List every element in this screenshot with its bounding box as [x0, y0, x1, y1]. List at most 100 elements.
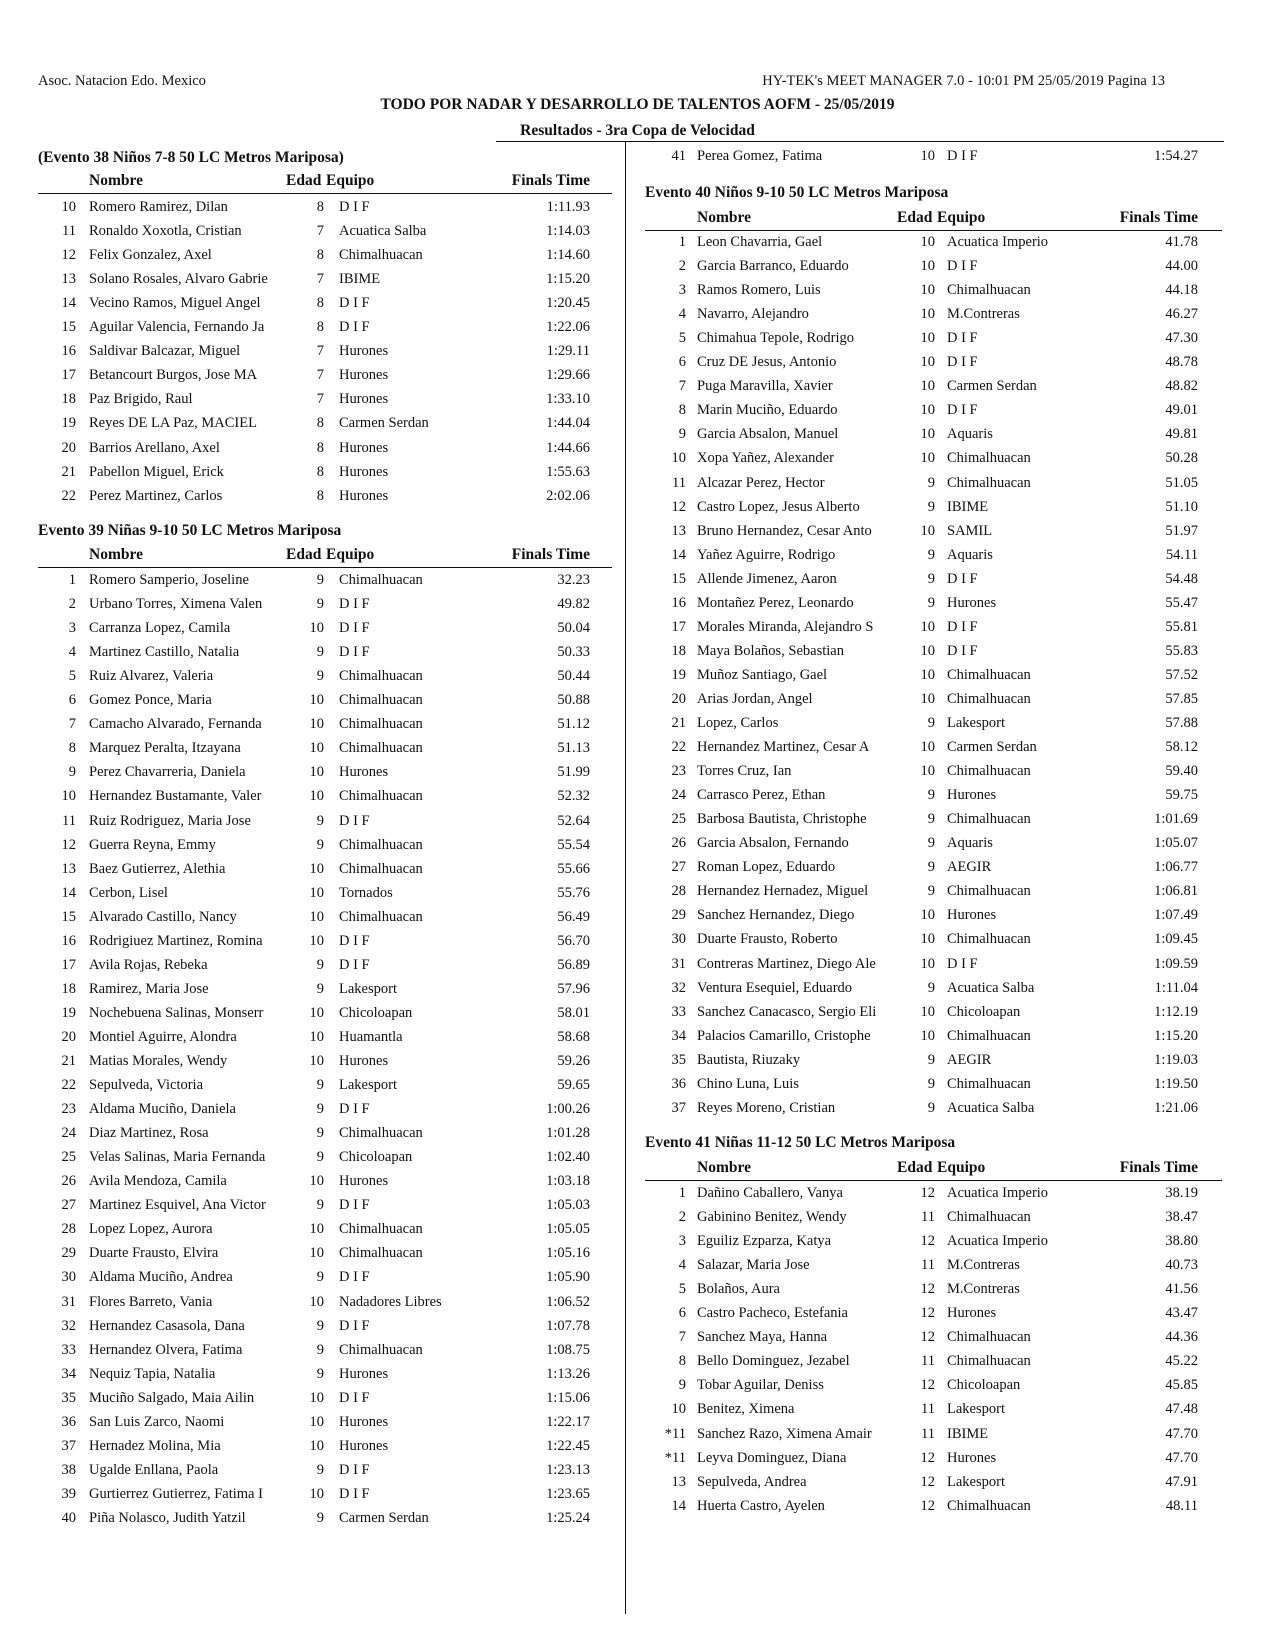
age: 10 — [309, 1389, 325, 1406]
swimmer-name: Maya Bolaños, Sebastian — [697, 642, 844, 659]
age: 12 — [920, 1305, 936, 1322]
place: 23 — [671, 763, 687, 780]
team: Chimalhuacan — [947, 931, 1031, 948]
age: 9 — [927, 979, 935, 996]
age: 10 — [920, 642, 936, 659]
time: 59.40 — [1165, 763, 1198, 780]
col-time: Finals Time — [1119, 209, 1198, 226]
age: 10 — [309, 932, 325, 949]
time: 1:54.27 — [1154, 148, 1198, 164]
place: 17 — [61, 367, 77, 384]
time: 1:11.93 — [546, 199, 590, 215]
swimmer-name: Dañino Caballero, Vanya — [697, 1185, 843, 1201]
place: 8 — [68, 740, 76, 757]
time: 47.70 — [1165, 1425, 1198, 1442]
swimmer-name: Flores Barreto, Vania — [89, 1293, 213, 1310]
team: Carmen Serdan — [947, 378, 1037, 395]
event-title: Evento 41 Niñas 11-12 50 LC Metros Marip… — [645, 1134, 956, 1151]
time: 59.75 — [1165, 787, 1198, 804]
swimmer-name: Montañez Perez, Leonardo — [697, 594, 854, 611]
team: Acuatica Imperio — [947, 1185, 1049, 1201]
place: 36 — [671, 1075, 687, 1092]
team: Lakesport — [339, 1077, 397, 1094]
team: Chimalhuacan — [339, 668, 423, 685]
time: 1:11.04 — [1154, 979, 1198, 996]
time: 51.10 — [1165, 498, 1198, 515]
place: 9 — [678, 426, 686, 443]
age: 10 — [920, 763, 936, 780]
team: Hurones — [339, 1437, 389, 1454]
age: 10 — [309, 1173, 325, 1190]
team: Hurones — [947, 1449, 997, 1466]
swimmer-name: Baez Gutierrez, Alethia — [89, 860, 226, 877]
swimmer-name: Pabellon Miguel, Erick — [89, 463, 224, 480]
swimmer-name: Garcia Barranco, Eduardo — [697, 258, 849, 275]
place: 38 — [61, 1461, 77, 1478]
team: Chicoloapan — [339, 1004, 413, 1021]
age: 12 — [920, 1497, 936, 1514]
place: 5 — [68, 668, 76, 685]
team: Lakesport — [947, 1401, 1005, 1418]
place: *11 — [664, 1449, 686, 1466]
swimmer-name: Castro Lopez, Jesus Alberto — [697, 498, 860, 515]
swimmer-name: Torres Cruz, Ian — [697, 763, 792, 780]
time: 58.68 — [557, 1028, 590, 1045]
swimmer-name: Xopa Yañez, Alexander — [697, 450, 834, 467]
age: 10 — [920, 426, 936, 443]
team: D I F — [339, 295, 370, 312]
team: Hurones — [339, 1365, 389, 1382]
age: 9 — [927, 811, 935, 828]
divider — [625, 142, 626, 1614]
team: Lakesport — [947, 1473, 1005, 1490]
place: 12 — [61, 836, 77, 853]
swimmer-name: Cerbon, Lisel — [89, 884, 168, 901]
time: 1:05.05 — [546, 1221, 590, 1238]
time: 1:15.20 — [1154, 1027, 1198, 1044]
age: 10 — [309, 692, 325, 709]
place: 39 — [61, 1485, 77, 1502]
time: 50.88 — [557, 692, 590, 709]
place: 21 — [61, 463, 77, 480]
age: 9 — [927, 715, 935, 731]
team: Chimalhuacan — [339, 692, 423, 709]
place: 13 — [671, 522, 687, 539]
age: 10 — [920, 955, 936, 972]
age: 12 — [920, 1233, 936, 1250]
place: 24 — [61, 1125, 77, 1142]
event-title: Evento 39 Niñas 9-10 50 LC Metros Maripo… — [38, 522, 342, 539]
age: 9 — [316, 956, 324, 973]
time: 1:14.03 — [546, 223, 590, 240]
place: 7 — [678, 378, 686, 395]
team: D I F — [947, 354, 978, 371]
time: 1:19.50 — [1154, 1075, 1198, 1092]
place: 40 — [61, 1509, 77, 1526]
age: 12 — [920, 1473, 936, 1490]
age: 8 — [316, 439, 324, 456]
time: 44.36 — [1165, 1329, 1198, 1346]
swimmer-name: Ramos Romero, Luis — [697, 282, 821, 299]
time: 55.47 — [1165, 594, 1198, 611]
age: 9 — [316, 1365, 324, 1382]
time: 48.82 — [1165, 378, 1198, 395]
age: 9 — [316, 1125, 324, 1142]
team: Chimalhuacan — [339, 1245, 423, 1262]
swimmer-name: Aguilar Valencia, Fernando Ja — [89, 319, 265, 336]
swimmer-name: Lopez, Carlos — [697, 715, 779, 731]
team: Chimalhuacan — [339, 860, 423, 877]
team: D I F — [339, 1389, 370, 1406]
place: 29 — [61, 1245, 77, 1262]
time: 44.00 — [1165, 258, 1198, 275]
swimmer-name: Paz Brigido, Raul — [89, 391, 193, 408]
team: IBIME — [947, 1425, 989, 1442]
time: 54.48 — [1165, 570, 1198, 587]
age: 9 — [316, 668, 324, 685]
swimmer-name: Roman Lopez, Eduardo — [697, 859, 836, 876]
time: 1:09.59 — [1154, 955, 1198, 972]
time: 1:06.52 — [546, 1293, 590, 1310]
place: 22 — [671, 739, 687, 756]
team: Acuatica Salba — [947, 1099, 1035, 1116]
team: D I F — [339, 1101, 370, 1118]
time: 1:05.16 — [546, 1245, 590, 1262]
place: 19 — [61, 415, 77, 432]
place: 35 — [671, 1051, 687, 1068]
